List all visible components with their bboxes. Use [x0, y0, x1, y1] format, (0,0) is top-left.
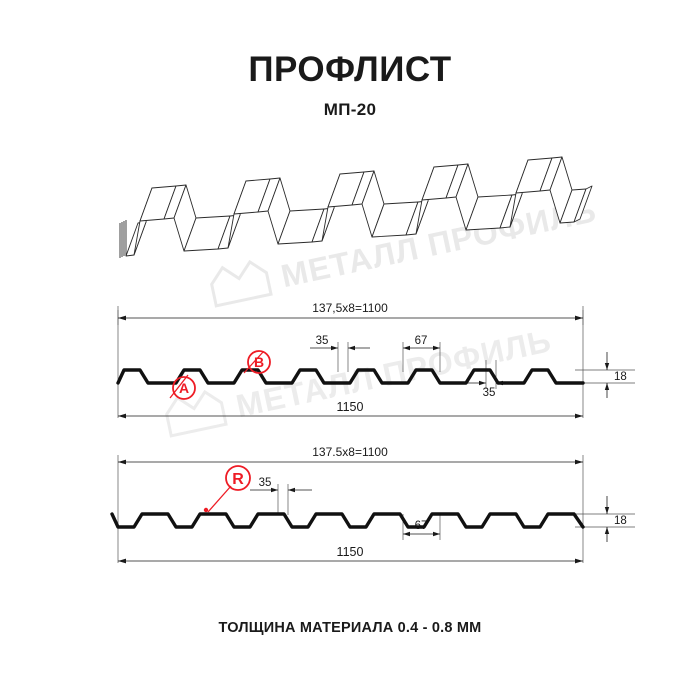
dim-crest-lower-label: 35: [483, 387, 496, 399]
dim-crest-bottom: 35: [250, 477, 312, 515]
callout-b: B: [243, 350, 271, 374]
dim-total-label: 1150: [337, 545, 364, 559]
page-title: ПРОФЛИСТ: [248, 50, 452, 89]
profile-bottom: 137.5x8=1100 1150 35: [110, 445, 635, 564]
callout-b-label: B: [254, 354, 264, 370]
dim-valley-top: 67: [402, 335, 441, 372]
dim-crest-label: 35: [316, 335, 329, 347]
sheet-left-edge: [119, 220, 127, 258]
profile-outline-top: [116, 368, 585, 385]
callout-a: A: [169, 374, 196, 400]
watermark-logo-icon: [165, 389, 228, 438]
callout-r-label: R: [232, 471, 244, 488]
dim-pitch-label: 137,5x8=1100: [312, 301, 388, 315]
watermark-logo-icon: [210, 259, 273, 308]
dim-crest-label: 35: [259, 477, 272, 489]
dim-crest-top: 35: [310, 335, 370, 372]
dim-total-bottom: 1150: [118, 545, 583, 564]
dim-valley-label: 67: [415, 335, 428, 347]
dim-total-top: 1150: [118, 400, 583, 419]
profile-top: 137,5x8=1100 1150 35: [116, 301, 635, 419]
dim-height-label: 18: [614, 371, 627, 383]
profile-outline-bottom: [110, 512, 585, 529]
dim-pitch-label: 137.5x8=1100: [312, 445, 388, 459]
sheet-corrugations: [125, 156, 593, 257]
material-thickness-note: ТОЛЩИНА МАТЕРИАЛА 0.4 - 0.8 ММ: [218, 620, 482, 636]
dim-pitch-bottom: 137.5x8=1100: [118, 445, 583, 465]
dim-height-bottom: 18: [604, 496, 627, 542]
dim-height-top: 18: [604, 352, 627, 398]
page-subtitle: МП-20: [323, 99, 377, 119]
callout-r: R: [203, 465, 251, 513]
dim-total-label: 1150: [337, 400, 364, 414]
dim-height-label: 18: [614, 515, 627, 527]
extension-lines-bottom: [117, 455, 635, 563]
dim-pitch-top: 137,5x8=1100: [118, 301, 583, 321]
extension-lines-top: [117, 306, 635, 418]
callout-a-label: A: [179, 380, 189, 396]
isometric-sheet-view: [119, 156, 593, 258]
title-block: ПРОФЛИСТ МП-20: [0, 50, 700, 120]
